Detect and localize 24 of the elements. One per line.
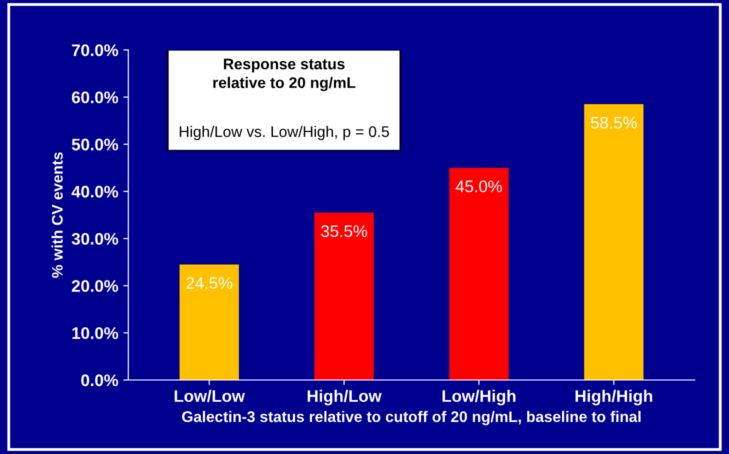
x-tick-label: High/Low [308,390,382,406]
data-label: 58.5% [590,116,637,129]
data-label: 35.5% [321,225,368,238]
annotation: Response status relative to 20 ng/mL [213,58,356,92]
data-label: 45.0% [456,180,502,192]
x-tick-label: Low/High [442,390,516,406]
y-tick-label: 50.0% [72,138,118,150]
y-tick-label: 40.0% [72,186,118,198]
bar [584,104,644,380]
x-tick-label: High/High [576,390,652,406]
y-tick-label: 20.0% [72,280,118,292]
y-tick-label: 60.0% [72,91,118,104]
y-tick-label: 10.0% [72,327,118,340]
x-tick-label: Low/Low [174,390,245,402]
bar [180,264,239,380]
bar [449,168,509,380]
y-axis-title: % with CV events [52,152,63,278]
x-axis-title: Galectin-3 status relative to cutoff of 20 ng/mL, baseline to final [182,410,641,426]
data-label: 24.5% [186,277,232,289]
y-tick-label: 0.0% [81,374,118,386]
annotation: High/Low vs. Low/High, p = 0.5 [180,126,389,140]
bar [314,212,374,380]
y-tick-label: 30.0% [72,232,118,245]
y-tick-label: 70.0% [72,44,118,56]
